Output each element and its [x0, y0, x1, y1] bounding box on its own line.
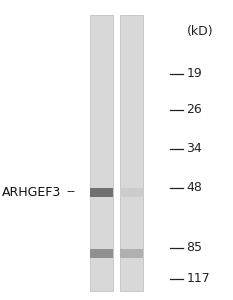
Text: 19: 19	[186, 67, 202, 80]
Bar	[90, 188, 113, 196]
Text: 117: 117	[186, 272, 210, 286]
Bar	[120, 249, 143, 258]
Text: 48: 48	[186, 181, 202, 194]
Text: ARHGEF3: ARHGEF3	[2, 185, 62, 199]
Bar	[120, 188, 143, 196]
Text: 26: 26	[186, 103, 202, 116]
Text: (kD): (kD)	[186, 25, 213, 38]
Bar	[90, 15, 113, 291]
Text: 34: 34	[186, 142, 202, 155]
Bar	[90, 249, 113, 258]
Text: 85: 85	[186, 241, 202, 254]
Text: --: --	[66, 185, 75, 199]
Bar	[120, 15, 143, 291]
